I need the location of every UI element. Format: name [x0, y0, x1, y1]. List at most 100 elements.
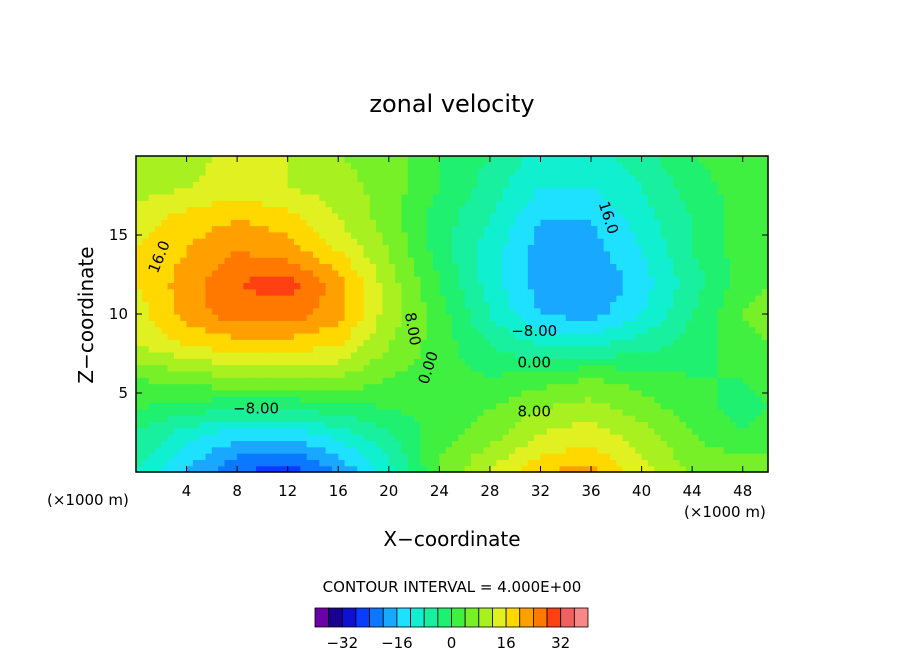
field-cell — [218, 465, 226, 473]
field-cell — [287, 231, 295, 239]
field-cell — [306, 212, 314, 220]
field-cell — [262, 301, 270, 309]
field-cell — [591, 358, 598, 366]
field-cell — [464, 351, 472, 359]
field-cell — [167, 332, 175, 340]
field-cell — [749, 295, 756, 302]
field-cell — [205, 168, 213, 176]
field-cell — [584, 301, 592, 309]
field-cell — [237, 446, 245, 454]
field-cell — [420, 351, 428, 359]
field-cell — [622, 181, 630, 189]
field-cell — [452, 370, 459, 378]
field-cell — [148, 307, 156, 315]
field-cell — [388, 351, 396, 359]
field-cell — [192, 295, 200, 302]
field-cell — [452, 408, 459, 416]
field-cell — [654, 200, 662, 208]
field-cell — [344, 415, 352, 423]
field-cell — [572, 314, 579, 321]
field-cell — [546, 320, 554, 328]
field-cell — [312, 282, 320, 290]
field-cell — [268, 320, 276, 328]
field-cell — [546, 345, 554, 353]
field-cell — [673, 174, 681, 182]
field-cell — [439, 345, 447, 353]
field-cell — [363, 200, 371, 208]
field-cell — [256, 459, 263, 467]
field-cell — [395, 200, 403, 208]
field-cell — [218, 415, 226, 423]
field-cell — [458, 200, 466, 208]
field-cell — [679, 225, 687, 233]
field-cell — [666, 168, 674, 176]
field-cell — [312, 238, 320, 246]
field-cell — [704, 440, 712, 448]
field-cell — [426, 257, 434, 265]
field-cell — [603, 231, 611, 239]
field-cell — [628, 459, 636, 467]
field-cell — [723, 389, 731, 397]
field-cell — [161, 200, 169, 208]
field-cell — [584, 231, 592, 239]
field-cell — [584, 320, 592, 328]
field-cell — [218, 408, 226, 416]
field-cell — [540, 396, 548, 404]
field-cell — [237, 231, 245, 239]
field-cell — [717, 263, 725, 271]
field-cell — [211, 307, 219, 315]
field-cell — [192, 174, 200, 182]
field-cell — [723, 231, 731, 239]
field-cell — [635, 326, 643, 334]
field-cell — [199, 459, 207, 467]
field-cell — [458, 459, 466, 467]
field-cell — [420, 219, 428, 227]
field-cell — [742, 332, 750, 340]
field-cell — [363, 351, 371, 359]
field-cell — [382, 162, 390, 170]
field-cell — [186, 465, 194, 473]
field-cell — [730, 389, 737, 397]
field-cell — [414, 282, 421, 290]
field-cell — [736, 181, 744, 189]
field-cell — [666, 459, 674, 467]
field-cell — [622, 156, 630, 163]
field-cell — [388, 307, 396, 315]
field-cell — [205, 389, 213, 397]
field-cell — [256, 174, 263, 182]
field-cell — [647, 295, 655, 302]
field-cell — [565, 446, 573, 454]
field-cell — [742, 301, 750, 309]
field-cell — [136, 187, 143, 195]
field-cell — [553, 200, 561, 208]
field-cell — [439, 370, 447, 378]
field-cell — [470, 453, 478, 460]
field-cell — [376, 200, 384, 208]
field-cell — [591, 383, 598, 391]
field-cell — [414, 168, 421, 176]
field-cell — [679, 453, 687, 460]
field-cell — [496, 370, 504, 378]
field-cell — [464, 206, 472, 214]
field-cell — [350, 345, 358, 353]
field-cell — [237, 301, 245, 309]
field-cell — [433, 396, 440, 404]
field-cell — [331, 187, 339, 195]
field-cell — [477, 440, 485, 448]
field-cell — [515, 162, 523, 170]
field-cell — [338, 389, 346, 397]
field-cell — [433, 326, 440, 334]
field-cell — [711, 402, 719, 410]
field-cell — [350, 200, 358, 208]
field-cell — [388, 288, 396, 296]
field-cell — [426, 269, 434, 277]
field-cell — [420, 225, 428, 233]
field-cell — [723, 377, 731, 385]
field-cell — [205, 415, 213, 423]
field-cell — [350, 396, 358, 404]
field-cell — [597, 200, 605, 208]
field-cell — [489, 396, 497, 404]
field-cell — [148, 427, 156, 435]
field-cell — [338, 326, 346, 334]
field-cell — [730, 168, 737, 176]
